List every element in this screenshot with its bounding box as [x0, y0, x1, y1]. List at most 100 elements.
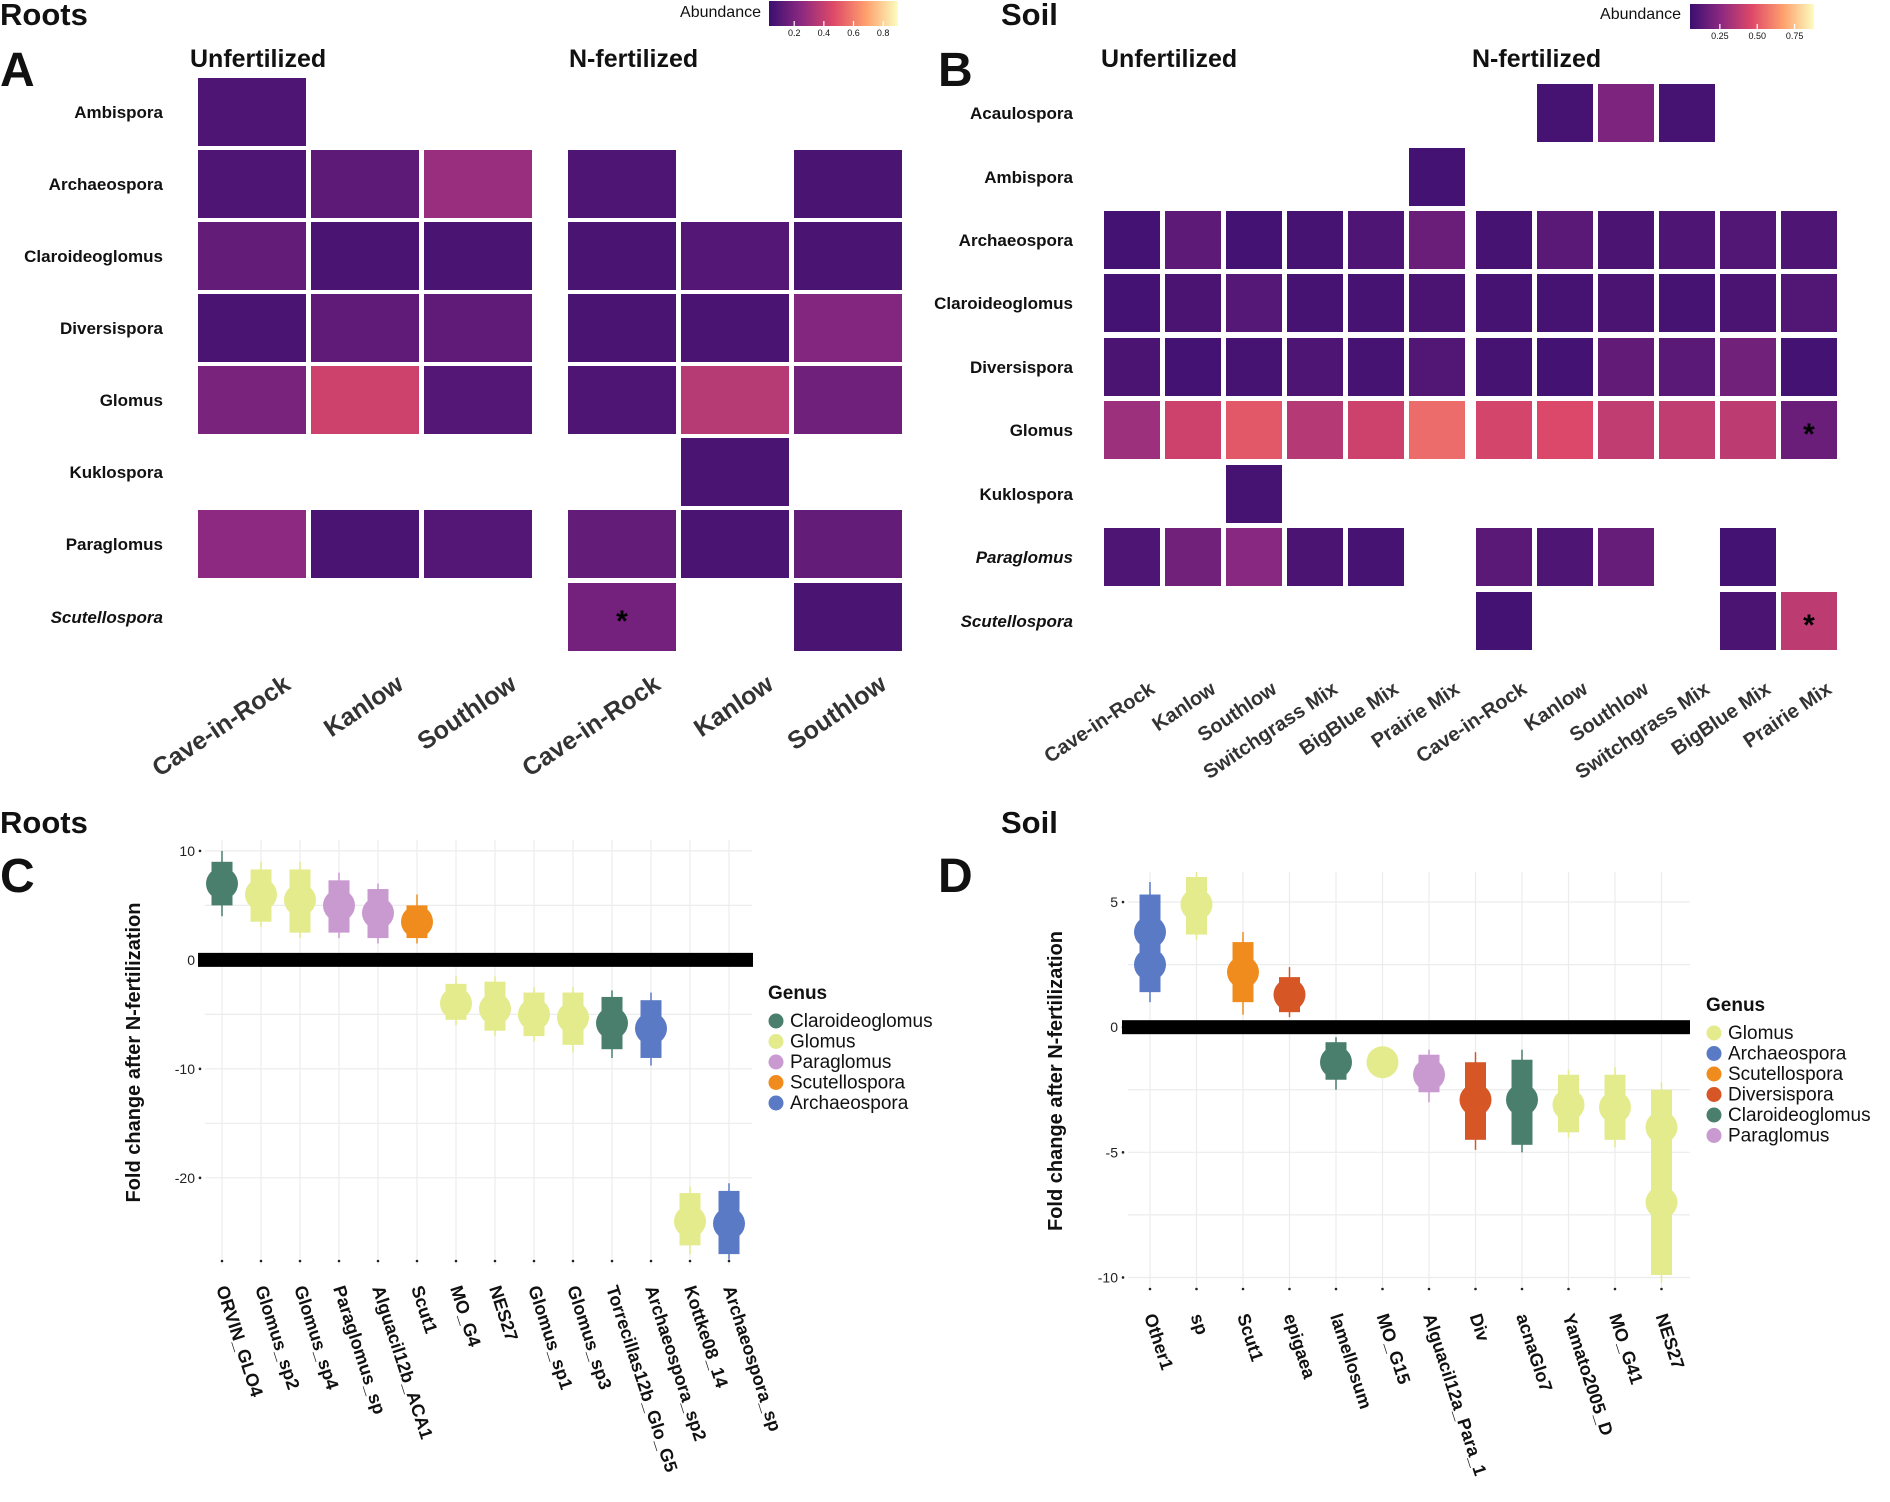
- zero-line: [1122, 1020, 1690, 1035]
- cell-n-fertilized-archaeospora-prairie-mix: [1781, 211, 1837, 269]
- legend-a-ticks: 0.2 0.4 0.6 0.8: [788, 21, 889, 38]
- cell-unfertilized-claroideoglomus-prairie-mix: [1409, 274, 1465, 332]
- point-torrecillas12b-glo-g5-10: [596, 1007, 628, 1040]
- cell-n-fertilized-diversispora-kanlow: [681, 294, 789, 362]
- y-tick-dot-10: [198, 849, 202, 853]
- point-scut1-5: [401, 905, 433, 938]
- cell-unfertilized-archaeospora-southlow: [424, 150, 532, 218]
- point-epigaea-4: [1273, 978, 1306, 1011]
- plot-d-legend: Genus GlomusArchaeosporaScutellosporaDive…: [1706, 995, 1871, 1147]
- cell-unfertilized-glomus-cave-in-rock: [1104, 401, 1160, 459]
- x-tick-dot-acnaglo7: [1520, 1287, 1524, 1291]
- cell-unfertilized-glomus-bigblue-mix: [1348, 401, 1404, 459]
- x-tick-dot-nes27: [493, 1259, 497, 1263]
- row-label-claroideoglomus: Claroideoglomus: [24, 247, 163, 266]
- row-label-glomus: Glomus: [100, 391, 163, 410]
- legend-swatch-paraglomus: [768, 1054, 784, 1070]
- row-label-ambispora: Ambispora: [984, 168, 1073, 187]
- plot-c-points: [198, 850, 753, 1260]
- x-tick-dot-paraglomus-sp: [337, 1259, 341, 1263]
- x-tick-dot-torrecillas12b-glo-g5: [610, 1259, 614, 1263]
- row-label-paraglomus: Paraglomus: [66, 535, 163, 554]
- row-label-kuklospora: Kuklospora: [979, 485, 1073, 504]
- legend-tick-0-2: 0.2: [788, 28, 801, 38]
- column-label-unfertilized-cave-in-rock: Cave-in-Rock: [147, 670, 295, 783]
- plot-d-points: [1122, 872, 1690, 1283]
- cell-n-fertilized-scutellospora-cave-in-rock: [1476, 592, 1532, 650]
- heatmap-a-group-label-unfertilized: Unfertilized: [190, 45, 326, 73]
- section-title-roots-a: Roots: [0, 0, 88, 32]
- legend-tick-0-50: 0.50: [1748, 31, 1766, 41]
- point-nes27-7: [479, 992, 511, 1025]
- point-glomus-sp1-8: [518, 998, 550, 1031]
- cell-n-fertilized-archaeospora-bigblue-mix: [1720, 211, 1776, 269]
- panel-letter-c: C: [0, 850, 35, 903]
- row-label-kuklospora: Kuklospora: [69, 463, 163, 482]
- cell-n-fertilized-diversispora-prairie-mix: [1781, 338, 1837, 396]
- cell-unfertilized-glomus-southlow: [424, 366, 532, 434]
- section-title-soil-b: Soil: [1001, 0, 1058, 32]
- cell-n-fertilized-acaulospora-southlow: [1598, 84, 1654, 142]
- x-tick-dot-lamellosum: [1334, 1287, 1338, 1291]
- panel-c-roots-fold-change: Roots C 10 0 -10 -20 Fold change after N-fer…: [0, 805, 933, 1474]
- x-label-epigaea: epigaea: [1280, 1311, 1320, 1382]
- legend-swatch-glomus: [768, 1034, 784, 1049]
- plot-d-y-axis: 5 0 -5 -10 Fold change after N-fertilization: [1045, 894, 1125, 1285]
- cell-n-fertilized-claroideoglomus-cave-in-rock: [1476, 274, 1532, 332]
- heatmap-a-cells: *: [198, 78, 902, 651]
- cell-n-fertilized-paraglomus-kanlow: [1537, 528, 1593, 586]
- cell-unfertilized-claroideoglomus-kanlow: [1165, 274, 1221, 332]
- cell-unfertilized-paraglomus-cave-in-rock: [1104, 528, 1160, 586]
- x-label-nes27: NES27: [485, 1283, 522, 1343]
- column-label-n-fertilized-southlow: Southlow: [782, 669, 891, 755]
- point-scut1-3: [1227, 956, 1259, 989]
- y-tick-10: -10: [175, 1061, 195, 1077]
- column-label-n-fertilized-kanlow: Kanlow: [689, 669, 779, 742]
- legend-title: Genus: [1706, 995, 1765, 1016]
- point-mo-g4-6: [440, 987, 472, 1020]
- row-label-diversispora: Diversispora: [60, 319, 164, 338]
- legend-swatch-scutellospora: [1706, 1066, 1722, 1082]
- column-label-n-fertilized-cave-in-rock: Cave-in-Rock: [517, 670, 665, 783]
- y-axis-label: Fold change after N-fertilization: [123, 902, 145, 1202]
- x-label-nes27: NES27: [1652, 1311, 1689, 1371]
- legend-label-archaeospora: Archaeospora: [1728, 1044, 1847, 1065]
- legend-swatch-diversispora: [1706, 1087, 1722, 1102]
- x-tick-dot-mo-g15: [1381, 1287, 1384, 1291]
- cell-n-fertilized-claroideoglomus-prairie-mix: [1781, 274, 1837, 332]
- legend-title: Genus: [768, 983, 827, 1004]
- cell-n-fertilized-paraglomus-cave-in-rock: [1476, 528, 1532, 586]
- y-tick-0: 0: [187, 952, 195, 968]
- cell-unfertilized-diversispora-cave-in-rock: [198, 294, 306, 362]
- row-label-acaulospora: Acaulospora: [970, 104, 1074, 123]
- cell-unfertilized-archaeospora-cave-in-rock: [1104, 211, 1160, 269]
- point-other1-1: [1134, 948, 1166, 981]
- row-label-paraglomus: Paraglomus: [976, 548, 1073, 567]
- cell-n-fertilized-glomus-kanlow: [681, 366, 789, 434]
- legend-tick-0-75: 0.75: [1786, 31, 1804, 41]
- panel-letter-d: D: [938, 850, 973, 903]
- point-div-8: [1459, 1083, 1492, 1116]
- legend-label-diversispora: Diversispora: [1728, 1085, 1834, 1106]
- cell-unfertilized-paraglomus-switchgrass-mix: [1287, 528, 1343, 586]
- cell-n-fertilized-kuklospora-kanlow: [681, 438, 789, 506]
- cell-n-fertilized-glomus-cave-in-rock: [568, 366, 676, 434]
- row-label-claroideoglomus: Claroideoglomus: [934, 294, 1073, 313]
- row-label-scutellospora: Scutellospora: [961, 612, 1073, 631]
- cell-unfertilized-ambispora-prairie-mix: [1409, 148, 1465, 206]
- legend-label-claroideoglomus: Claroideoglomus: [1728, 1105, 1871, 1126]
- point-mo-g15-6: [1366, 1046, 1399, 1079]
- cell-unfertilized-diversispora-southlow: [424, 294, 532, 362]
- legend-label-scutellospora: Scutellospora: [1728, 1064, 1844, 1085]
- cell-unfertilized-claroideoglomus-southlow: [424, 222, 532, 290]
- x-label-div: Div: [1466, 1311, 1494, 1344]
- x-tick-dot-mo-g4: [454, 1259, 458, 1263]
- cell-n-fertilized-archaeospora-cave-in-rock: [1476, 211, 1532, 269]
- column-label-unfertilized-southlow: Southlow: [412, 669, 521, 755]
- cell-n-fertilized-paraglomus-cave-in-rock: [568, 510, 676, 578]
- x-label-mo-g15: MO_G15: [1373, 1311, 1415, 1387]
- significance-asterisk-scutellospora-cave-in-rock: *: [616, 605, 628, 638]
- y-tick-dot-5: [1121, 900, 1125, 904]
